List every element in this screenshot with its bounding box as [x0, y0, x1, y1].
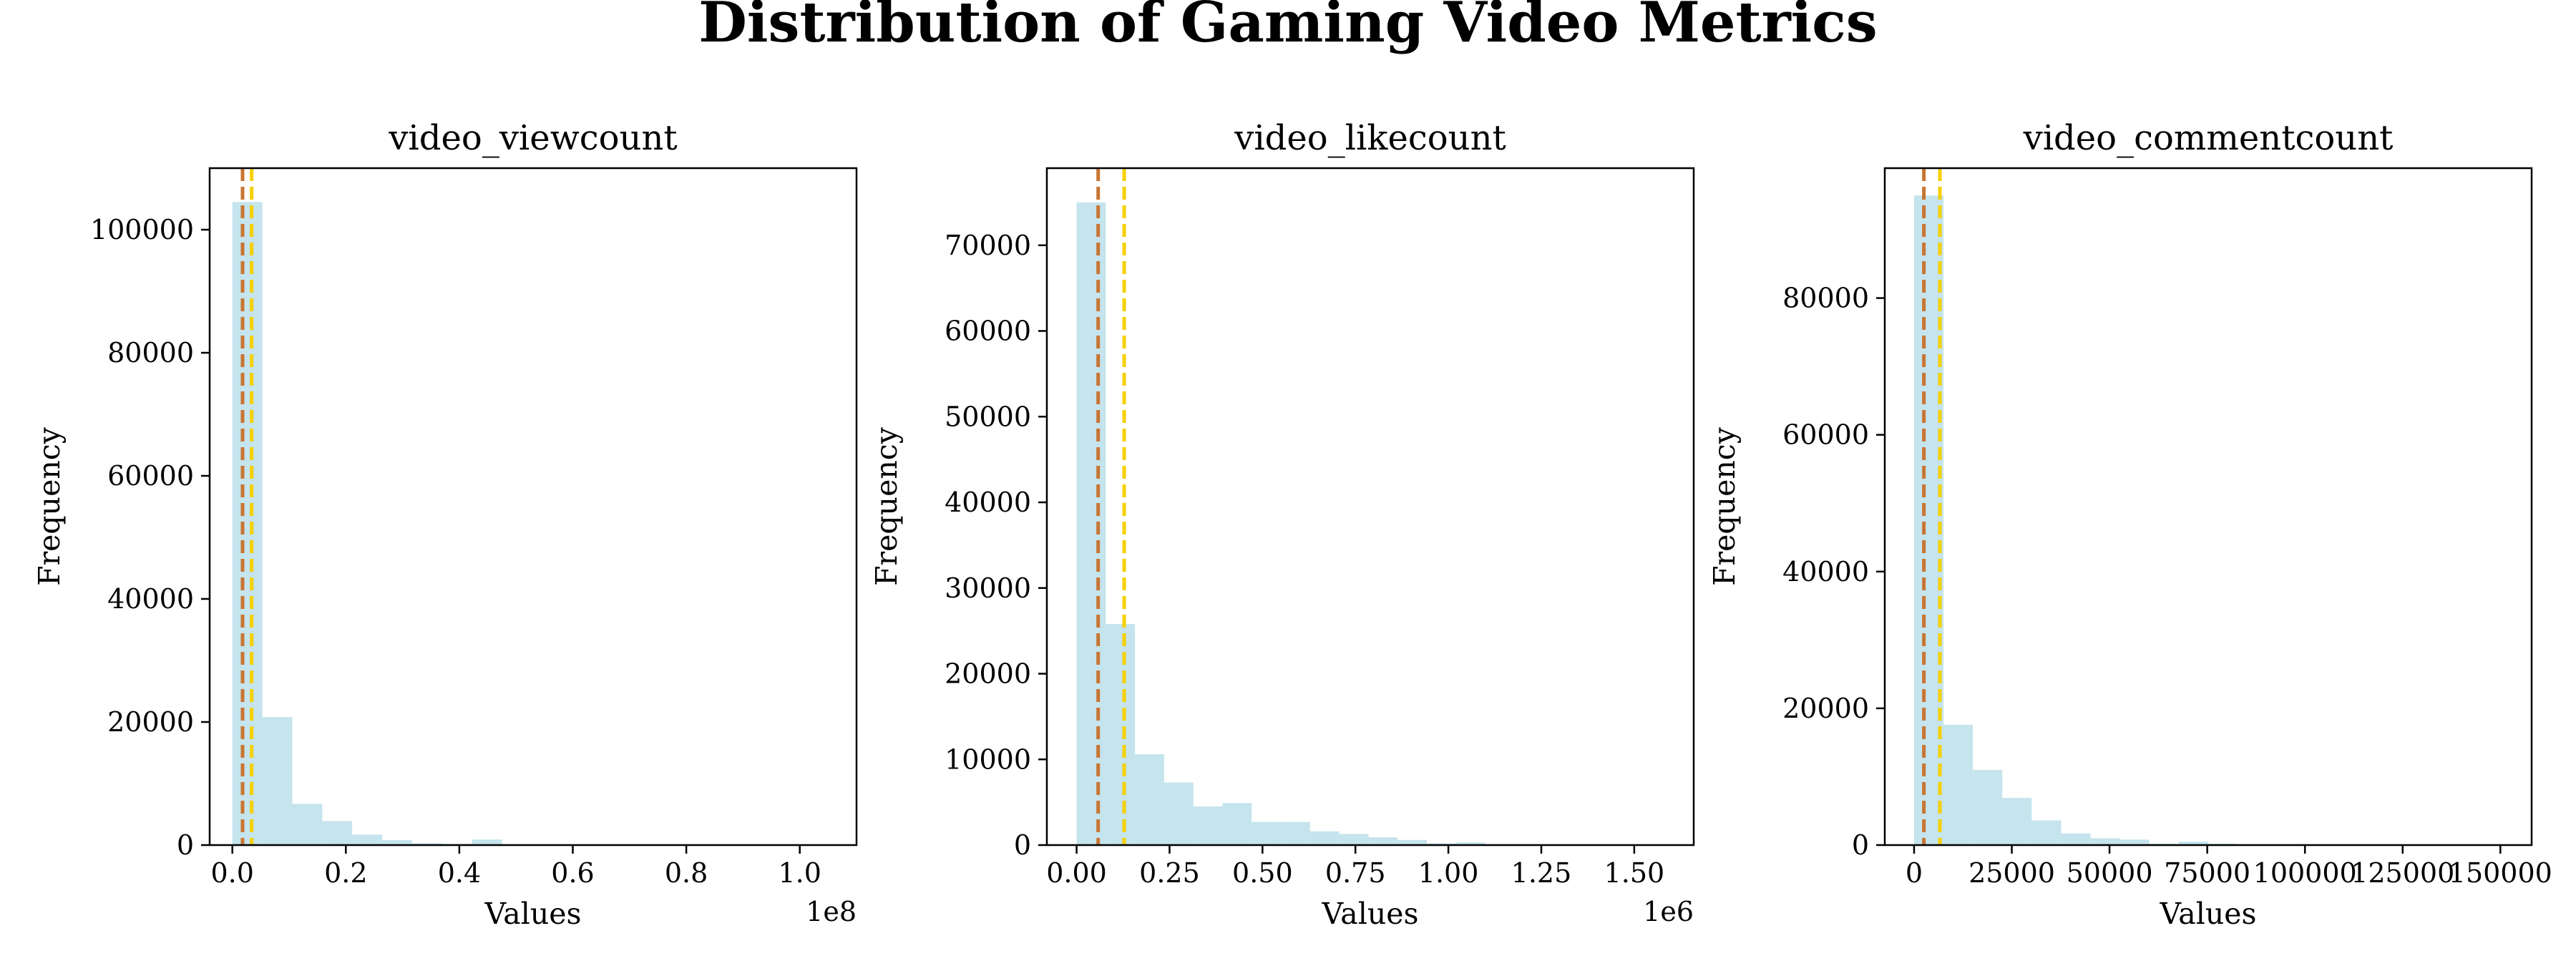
x-axis-label-commentcount: Values [2159, 897, 2256, 931]
histogram-bar-commentcount [2119, 839, 2150, 845]
y-tick-label-commentcount: 0 [1852, 829, 1869, 861]
subplot-title-viewcount: video_viewcount [388, 118, 677, 158]
x-tick-label-likecount: 1.50 [1604, 857, 1665, 889]
histogram-bar-viewcount [411, 843, 442, 845]
x-tick-label-likecount: 0.25 [1139, 857, 1200, 889]
y-tick-label-likecount: 20000 [945, 658, 1031, 690]
histogram-bar-likecount [1309, 831, 1340, 845]
y-tick-label-likecount: 50000 [945, 401, 1031, 432]
y-tick-label-viewcount: 80000 [107, 337, 194, 369]
y-tick-label-likecount: 40000 [945, 487, 1031, 518]
y-tick-label-viewcount: 20000 [107, 706, 194, 738]
x-tick-label-commentcount: 25000 [1968, 857, 2055, 889]
histogram-bar-likecount [1455, 842, 1485, 845]
histogram-bar-viewcount [322, 821, 353, 845]
histogram-bar-viewcount [382, 840, 412, 845]
x-tick-label-viewcount: 0.4 [438, 857, 481, 889]
y-tick-label-viewcount: 0 [177, 829, 194, 861]
histogram-bar-viewcount [472, 839, 502, 845]
x-tick-label-commentcount: 0 [1906, 857, 1923, 889]
x-tick-label-likecount: 0.50 [1232, 857, 1293, 889]
histogram-bar-commentcount [1943, 724, 1974, 845]
x-axis-label-likecount: Values [1321, 897, 1418, 931]
x-tick-label-viewcount: 0.6 [551, 857, 594, 889]
histogram-bar-likecount [1193, 806, 1223, 845]
histogram-bar-likecount [1252, 821, 1282, 845]
x-offset-label-likecount: 1e6 [1643, 896, 1694, 927]
y-axis-label-likecount: Frequency [869, 426, 904, 586]
x-tick-label-commentcount: 75000 [2164, 857, 2250, 889]
x-offset-label-viewcount: 1e8 [806, 896, 857, 927]
histogram-bar-likecount [1076, 202, 1106, 845]
histogram-bar-viewcount [262, 717, 293, 845]
y-tick-label-likecount: 70000 [945, 230, 1031, 261]
y-tick-label-commentcount: 40000 [1782, 556, 1869, 587]
x-tick-label-commentcount: 150000 [2449, 857, 2552, 889]
histogram-bar-commentcount [2002, 798, 2032, 845]
y-tick-label-commentcount: 60000 [1782, 419, 1869, 451]
y-axis-label-viewcount: Frequency [32, 426, 67, 586]
x-tick-label-likecount: 1.00 [1418, 857, 1479, 889]
y-tick-label-likecount: 30000 [945, 572, 1031, 604]
histogram-bar-likecount [1163, 782, 1194, 845]
y-tick-label-likecount: 10000 [945, 743, 1031, 775]
histogram-bar-likecount [1222, 803, 1252, 845]
histogram-bar-likecount [1135, 754, 1164, 845]
x-tick-label-viewcount: 1.0 [778, 857, 821, 889]
y-tick-label-likecount: 60000 [945, 316, 1031, 347]
histogram-bar-likecount [1368, 837, 1398, 845]
x-tick-label-commentcount: 125000 [2351, 857, 2454, 889]
x-tick-label-likecount: 0.00 [1046, 857, 1107, 889]
x-tick-label-viewcount: 0.2 [324, 857, 367, 889]
subplot-title-likecount: video_likecount [1234, 118, 1506, 158]
y-tick-label-commentcount: 80000 [1782, 283, 1869, 314]
histogram-bar-likecount [1106, 624, 1136, 845]
y-tick-label-viewcount: 40000 [107, 583, 194, 615]
x-tick-label-viewcount: 0.8 [665, 857, 708, 889]
x-tick-label-commentcount: 50000 [2067, 857, 2153, 889]
y-tick-label-viewcount: 60000 [107, 460, 194, 492]
histogram-bar-commentcount [2031, 820, 2062, 845]
x-tick-label-viewcount: 0.0 [211, 857, 254, 889]
y-tick-label-commentcount: 20000 [1782, 693, 1869, 724]
x-tick-label-likecount: 0.75 [1325, 857, 1386, 889]
subplot-viewcount: 0.0 0.2 0.4 0.6 0.8 1.0 0 20000 40000 60000 80000 1… [32, 118, 858, 931]
subplot-title-commentcount: video_commentcount [2023, 118, 2394, 158]
histogram-bar-commentcount [1973, 769, 2003, 845]
figure-title: Distribution of Gaming Video Metrics [698, 0, 1877, 55]
histogram-bar-viewcount [352, 834, 383, 845]
x-tick-label-commentcount: 100000 [2253, 857, 2357, 889]
histogram-bar-likecount [1281, 821, 1310, 845]
x-axis-label-viewcount: Values [484, 897, 581, 931]
histogram-bar-viewcount [292, 804, 323, 845]
x-tick-label-likecount: 1.25 [1511, 857, 1572, 889]
histogram-bar-commentcount [2061, 833, 2091, 845]
histogram-bar-likecount [1339, 834, 1369, 845]
histogram-bar-likecount [1397, 839, 1427, 845]
histogram-bar-commentcount [2178, 841, 2208, 845]
y-tick-label-viewcount: 100000 [90, 214, 194, 245]
y-tick-label-likecount: 0 [1014, 829, 1031, 861]
subplot-likecount: 0.00 0.25 0.50 0.75 1.00 1.25 1.50 0 10000 20000 3… [869, 118, 1695, 931]
axes-frame-viewcount [208, 167, 858, 847]
y-axis-label-commentcount: Frequency [1707, 426, 1742, 586]
histogram-bar-commentcount [2090, 838, 2120, 845]
histogram-bar-viewcount [232, 202, 263, 845]
axes-frame-commentcount [1883, 167, 2533, 847]
axes-frame-likecount [1045, 167, 1695, 847]
